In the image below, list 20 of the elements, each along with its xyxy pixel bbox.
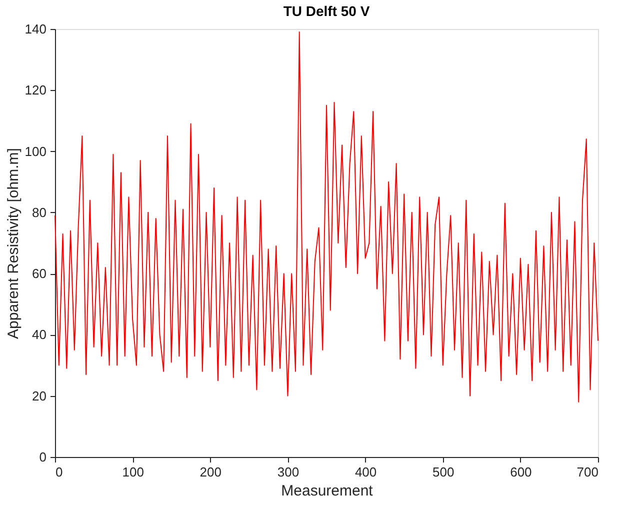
line-series [54, 32, 598, 402]
x-tick-label: 600 [510, 464, 532, 480]
chart-title: TU Delft 50 V [283, 3, 370, 19]
x-axis-title: Measurement [281, 482, 374, 500]
y-tick-label: 80 [32, 204, 46, 220]
x-tick-label: 500 [432, 464, 454, 480]
y-tick-label: 20 [32, 388, 46, 404]
x-tick-label: 400 [354, 464, 377, 480]
y-tick-label: 120 [24, 82, 46, 98]
y-tick-label: 60 [32, 266, 46, 282]
y-tick-label: 140 [24, 22, 46, 36]
x-tick-label: 0 [56, 464, 63, 480]
x-tick-label: 200 [200, 464, 222, 480]
x-tick-label: 100 [122, 464, 144, 480]
x-tick-label: 300 [277, 464, 300, 480]
y-tick-label: 40 [32, 327, 46, 342]
x-tick-label: 700 [576, 464, 598, 480]
y-axis-title: Apparent Resistivity [ohm.m] [4, 148, 22, 339]
y-tick-label: 100 [24, 144, 46, 159]
y-tick-label: 0 [39, 450, 46, 464]
